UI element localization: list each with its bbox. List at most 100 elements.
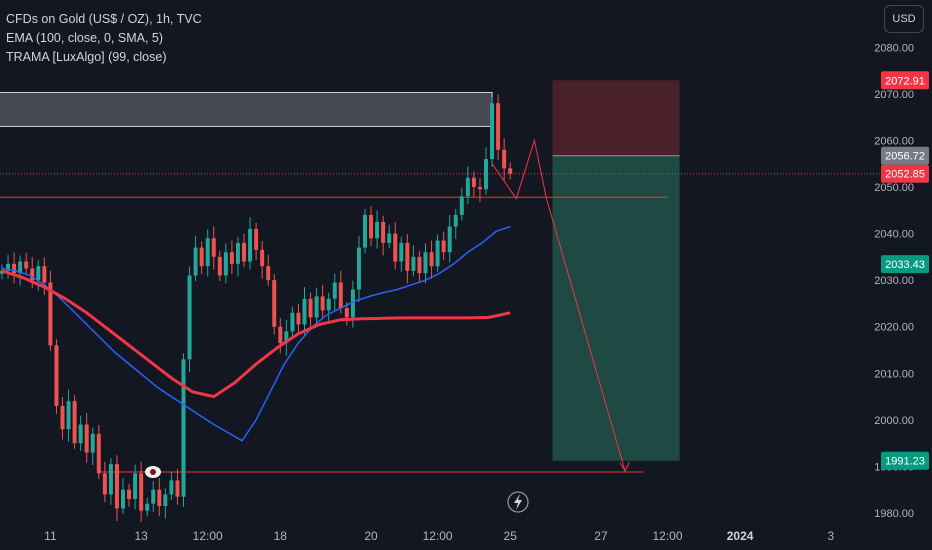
price-tag-bg <box>881 71 929 90</box>
candle-body <box>502 149 507 169</box>
candle <box>477 178 482 202</box>
candle <box>453 208 458 240</box>
ema-indicator-label[interactable]: EMA (100, close, 0, SMA, 5) <box>6 31 164 45</box>
candle <box>248 217 253 270</box>
candle <box>272 274 277 335</box>
candle-body <box>139 473 144 511</box>
candle <box>338 270 343 314</box>
x-tick-label: 3 <box>828 529 835 543</box>
candle <box>369 206 374 247</box>
trama-line <box>1 269 511 399</box>
candle <box>332 273 337 312</box>
y-tick-label: 2070.00 <box>874 89 914 101</box>
symbol-title[interactable]: CFDs on Gold (US$ / OZ), 1h, TVC <box>6 12 202 26</box>
candle-body <box>96 433 101 474</box>
candle <box>441 231 446 261</box>
candle-body <box>133 473 138 500</box>
candle-body <box>48 282 53 346</box>
candle <box>405 234 410 284</box>
candle <box>60 397 65 440</box>
candle <box>151 480 156 512</box>
candle-body <box>78 424 83 444</box>
candle-body <box>508 168 513 174</box>
candle <box>169 471 174 500</box>
x-tick-label: 25 <box>504 529 518 543</box>
candle <box>127 483 132 507</box>
candle-body <box>375 221 380 239</box>
trama-indicator-label[interactable]: TRAMA [LuxAlgo] (99, close) <box>6 50 167 64</box>
candle-body <box>417 256 422 274</box>
candle <box>296 303 301 333</box>
y-tick-label: 2000.00 <box>874 415 914 427</box>
candle-body <box>108 464 113 495</box>
candle <box>139 461 144 522</box>
candle-body <box>90 433 95 453</box>
candle <box>254 222 259 261</box>
projection-arrowhead <box>619 461 630 473</box>
candle-body <box>441 240 446 253</box>
candle <box>84 412 89 463</box>
candle-body <box>284 331 289 344</box>
candle-body <box>423 252 428 274</box>
candle-body <box>84 424 89 453</box>
candle <box>508 162 513 180</box>
chart-legend: CFDs on Gold (US$ / OZ), 1h, TVC EMA (10… <box>6 10 202 67</box>
candle-body <box>24 261 29 269</box>
x-tick-label: 18 <box>274 529 288 543</box>
candle-body <box>248 228 253 262</box>
candle <box>78 415 83 452</box>
candle <box>302 287 307 335</box>
candle <box>326 292 331 321</box>
x-tick-label: 12:00 <box>423 529 453 543</box>
currency-button[interactable]: USD <box>884 5 924 33</box>
lightning-icon-circle <box>507 491 529 513</box>
candle-body <box>490 103 495 160</box>
candle-body <box>477 187 482 190</box>
candle-body <box>290 312 295 332</box>
candle-body <box>387 233 392 243</box>
candle <box>199 241 204 275</box>
candle <box>381 215 386 256</box>
candle <box>471 171 476 198</box>
x-tick-label: 12:00 <box>652 529 682 543</box>
candle-body <box>326 298 331 311</box>
price-tag: 2072.91 <box>881 71 929 90</box>
candle <box>465 166 470 205</box>
candle <box>242 234 246 268</box>
candle <box>54 339 59 414</box>
candle <box>435 234 440 272</box>
candle <box>290 306 295 337</box>
candle-body <box>338 282 343 309</box>
price-tag-label: 2072.91 <box>885 75 925 87</box>
plot-group <box>0 80 880 522</box>
candle <box>235 236 240 277</box>
lightning-icon-bolt <box>514 494 522 510</box>
candle <box>423 243 428 284</box>
candle <box>375 210 380 249</box>
candle <box>387 224 392 249</box>
candle-body <box>211 238 216 257</box>
candle-body <box>30 268 35 281</box>
price-tag-label: 2056.72 <box>885 151 925 163</box>
candle <box>363 208 367 254</box>
candle-body <box>272 280 277 327</box>
candle-body <box>344 308 349 318</box>
candle-body <box>199 247 204 267</box>
candle-body <box>217 256 222 276</box>
y-tick-label: 2080.00 <box>874 42 914 54</box>
candle-body <box>127 489 132 500</box>
candle-body <box>266 266 271 281</box>
candle <box>502 138 507 181</box>
candle-body <box>163 494 168 507</box>
candle-body <box>320 296 325 311</box>
candle <box>187 266 192 372</box>
y-tick-label: 2020.00 <box>874 322 914 334</box>
x-tick-label: 27 <box>594 529 608 543</box>
candle-body <box>102 473 107 495</box>
candle-body <box>235 242 240 264</box>
candle <box>490 97 495 167</box>
candle-body <box>350 289 355 318</box>
candle-body <box>363 214 367 248</box>
